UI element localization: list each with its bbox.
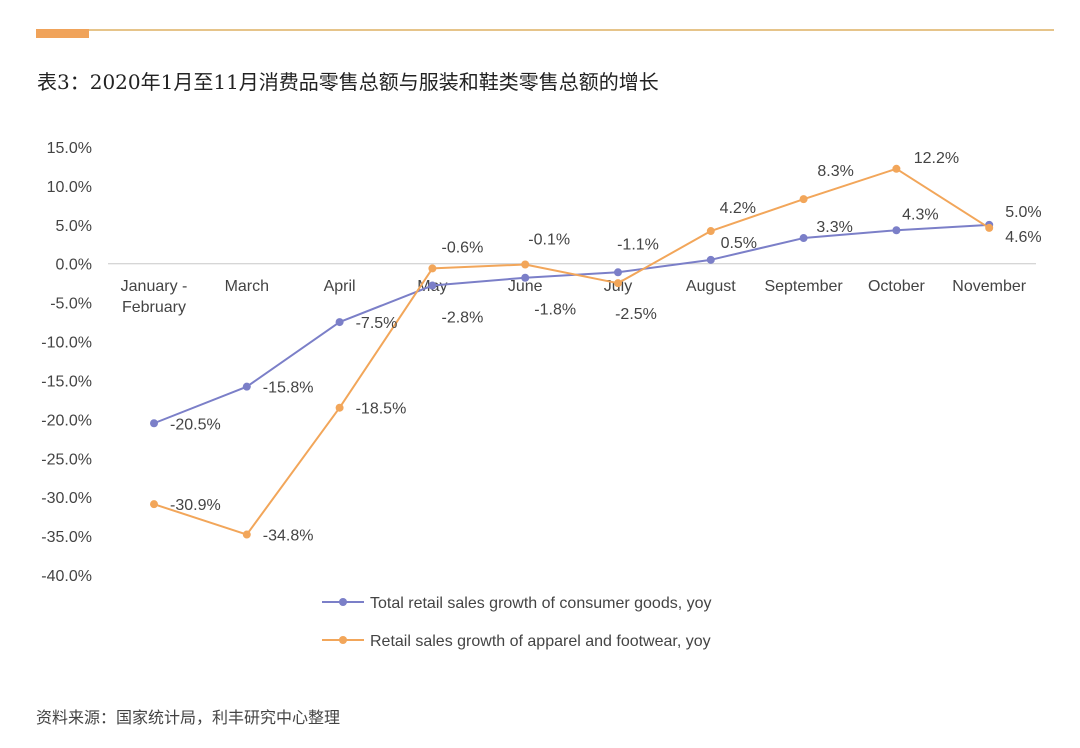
data-label: 5.0% (1005, 204, 1041, 221)
data-label: -15.8% (263, 380, 314, 397)
source-note: 资料来源：国家统计局，利丰研究中心整理 (36, 708, 341, 727)
y-tick-label: -25.0% (41, 451, 92, 468)
data-label: -34.8% (263, 528, 314, 545)
series-line-1 (153, 223, 990, 425)
y-tick-label: -30.0% (41, 490, 92, 507)
y-tick-label: 15.0% (47, 140, 92, 157)
data-label: -20.5% (170, 416, 221, 433)
legend-marker-1 (339, 598, 347, 606)
data-label: -1.8% (534, 302, 576, 319)
data-label: -0.6% (442, 239, 484, 256)
x-tick-label: January - (121, 278, 188, 295)
data-label: -1.1% (617, 236, 659, 253)
data-label: -2.8% (442, 310, 484, 327)
data-point (428, 264, 437, 273)
header-accent-bar (36, 29, 89, 38)
data-label: 8.3% (817, 163, 853, 180)
y-tick-label: 0.0% (56, 257, 92, 274)
y-tick-label: -10.0% (41, 335, 92, 352)
data-point (150, 500, 158, 509)
y-tick-label: -40.0% (41, 568, 92, 585)
data-point (985, 223, 994, 232)
y-tick-label: 5.0% (56, 218, 92, 235)
y-tick-label: -15.0% (41, 373, 92, 390)
data-label: 3.3% (816, 219, 852, 236)
data-label: -7.5% (356, 315, 398, 332)
x-tick-label: October (868, 278, 926, 295)
data-label: -18.5% (356, 401, 407, 418)
data-label: 4.3% (902, 206, 938, 223)
x-tick-label: September (764, 278, 843, 295)
line-chart: 15.0% 10.0% 5.0% 0.0% -5.0% -10.0% -15.0% -20.0… (41, 140, 1041, 650)
data-point (521, 273, 530, 282)
legend-marker-2 (339, 636, 347, 644)
data-point (614, 268, 622, 277)
data-point (799, 195, 808, 204)
data-point (706, 227, 715, 236)
data-label: 4.2% (720, 200, 756, 217)
legend-label-1: Total retail sales growth of consumer go… (370, 595, 712, 612)
y-tick-label: -5.0% (50, 296, 92, 313)
data-point (799, 234, 808, 243)
data-label: 4.6% (1005, 229, 1041, 246)
data-point (335, 318, 344, 327)
data-point (706, 255, 715, 264)
x-tick-label: June (508, 278, 543, 295)
data-label: 12.2% (914, 150, 959, 167)
legend-label-2: Retail sales growth of apparel and footw… (370, 633, 711, 650)
data-point (614, 279, 622, 288)
data-label: 0.5% (721, 235, 757, 252)
data-point (892, 164, 901, 173)
data-label: -30.9% (170, 497, 221, 514)
header-rule (36, 29, 1054, 31)
page-title: 表3：2020年1月至11月消费品零售总额与服装和鞋类零售总额的增长 (37, 70, 659, 94)
data-point (242, 382, 251, 391)
x-tick-label: August (686, 278, 736, 295)
x-tick-label: March (225, 278, 269, 295)
data-point (521, 260, 530, 269)
y-tick-label: 10.0% (47, 179, 92, 196)
x-tick-label: November (952, 278, 1026, 295)
data-point (335, 403, 344, 412)
y-tick-label: -35.0% (41, 529, 92, 546)
x-tick-label: February (122, 299, 186, 316)
data-point (428, 281, 437, 290)
x-tick-label: April (324, 278, 356, 295)
data-point (150, 419, 158, 428)
series-line-2 (153, 167, 990, 536)
data-label: -0.1% (528, 232, 570, 249)
data-label: -2.5% (615, 306, 657, 323)
data-point (892, 226, 901, 235)
data-point (242, 530, 251, 539)
y-tick-label: -20.0% (41, 412, 92, 429)
